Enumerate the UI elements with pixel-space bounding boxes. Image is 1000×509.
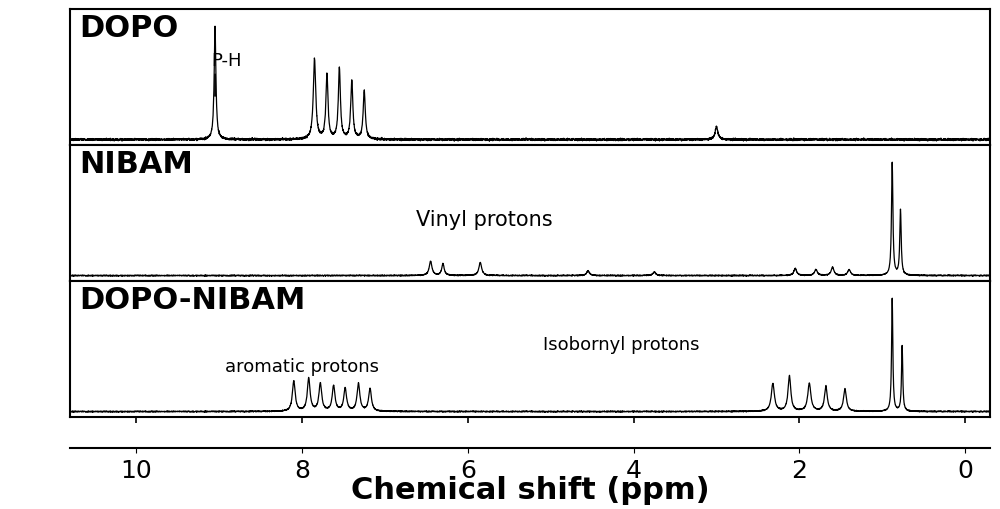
Text: DOPO: DOPO [79, 14, 178, 43]
Text: aromatic protons: aromatic protons [225, 357, 379, 376]
Text: Chemical shift (ppm): Chemical shift (ppm) [351, 475, 709, 504]
Text: Isobornyl protons: Isobornyl protons [543, 335, 700, 353]
Text: P-H: P-H [211, 52, 241, 70]
Text: DOPO-NIBAM: DOPO-NIBAM [79, 286, 306, 315]
Text: Vinyl protons: Vinyl protons [416, 210, 553, 230]
Text: NIBAM: NIBAM [79, 150, 193, 179]
